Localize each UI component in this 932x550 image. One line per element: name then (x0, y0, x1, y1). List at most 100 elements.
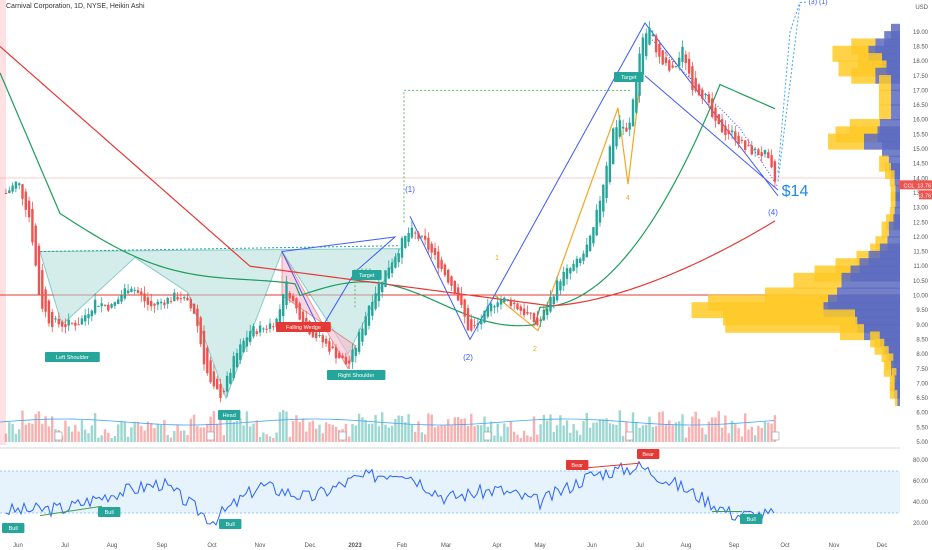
candle-body (447, 269, 450, 283)
volume-bar (645, 424, 648, 442)
price-tick: 7.50 (916, 367, 928, 373)
vp-bar-up (888, 221, 900, 238)
volume-bar (275, 432, 278, 442)
volume-bar (631, 412, 635, 442)
candle-body (569, 268, 572, 274)
hs-pattern (39, 248, 401, 400)
volume-bar (701, 427, 704, 442)
volume-bar (536, 434, 539, 442)
candle-body (572, 263, 575, 271)
volume-bar (668, 420, 671, 442)
volume-bar (397, 415, 400, 442)
candle-body (179, 298, 183, 300)
vp-bar-up (894, 170, 900, 187)
candle-body (212, 371, 216, 387)
volume-bar (377, 426, 381, 442)
price-tick: 7.00 (916, 381, 928, 387)
volume-bar (664, 423, 668, 442)
volume-bar (311, 420, 315, 442)
time-tick: Sep (157, 543, 168, 549)
volume-bar (453, 417, 456, 442)
candle-body (417, 232, 420, 239)
candle-body (34, 225, 37, 266)
volume-bar (252, 423, 255, 442)
last-price-value-2: 13.76 (917, 193, 931, 199)
volume-bar (87, 433, 90, 442)
volume-bar (47, 426, 51, 442)
candle-body (4, 192, 8, 194)
volume-bar (618, 410, 621, 442)
price-tick: 10.00 (913, 294, 929, 300)
vp-bar-down (889, 382, 895, 399)
candle-body (262, 328, 265, 330)
candle-body (453, 281, 456, 294)
volume-bar (595, 422, 598, 442)
candle-body (707, 94, 711, 103)
candle-body (219, 384, 222, 398)
candle-body (668, 60, 671, 71)
candle-body (87, 314, 90, 319)
volume-bar (77, 431, 80, 442)
volume-bar (18, 429, 21, 442)
volume-bar (753, 435, 757, 442)
volume-bar (143, 430, 146, 442)
volume-bar (539, 424, 542, 442)
candle-body (133, 289, 136, 291)
candle-body (57, 318, 60, 325)
candle-body (701, 89, 704, 99)
price-tick: 18.50 (913, 44, 929, 50)
candle-body (64, 324, 67, 328)
candle-body (711, 98, 714, 117)
volume-bar (678, 421, 681, 442)
vp-bar-down (879, 89, 891, 106)
volume-bar (272, 437, 275, 442)
volume-bar (8, 422, 11, 442)
volume-bar (318, 424, 321, 442)
candle-body (648, 27, 651, 45)
volume-bar (242, 425, 245, 442)
volume-bar (179, 430, 183, 442)
candle-body (334, 347, 338, 359)
currency-label: USD (915, 5, 928, 11)
candle-body (674, 66, 678, 68)
volume-bar (265, 434, 268, 442)
volume-bar (229, 415, 232, 442)
candle-body (196, 308, 199, 327)
candle-body (397, 253, 400, 263)
volume-bar (740, 436, 744, 442)
volume-bar (130, 427, 133, 442)
candle-body (427, 237, 430, 250)
candle-body (760, 152, 763, 157)
volume-bar (687, 426, 691, 442)
price-target-label: $14 (782, 183, 809, 200)
candle-body (678, 57, 681, 67)
candle-body (549, 296, 552, 312)
volume-bar (371, 423, 374, 442)
price-tick: 6.00 (916, 411, 928, 417)
candle-body (734, 131, 737, 141)
candle-body (225, 375, 229, 392)
volume-bar (717, 411, 720, 442)
volume-bar (74, 424, 77, 442)
candle-body (641, 37, 645, 75)
volume-bar (483, 416, 486, 442)
candle-body (183, 297, 186, 299)
candle-body (404, 235, 407, 248)
volume-bar (691, 416, 694, 442)
volume-bar (120, 421, 123, 442)
volume-bar (730, 420, 734, 442)
candle-body (770, 155, 773, 168)
candle-body (691, 66, 694, 90)
candle-body (298, 303, 301, 320)
volume-bar (529, 436, 532, 442)
candle-body (318, 335, 321, 337)
vp-bar-down (725, 316, 858, 333)
candle-body (47, 300, 51, 324)
volume-bar (298, 422, 301, 442)
candle-body (341, 355, 344, 359)
candle-body (687, 58, 691, 74)
candle-body (493, 306, 496, 308)
volume-bar (41, 423, 44, 442)
volume-bar (588, 427, 592, 442)
